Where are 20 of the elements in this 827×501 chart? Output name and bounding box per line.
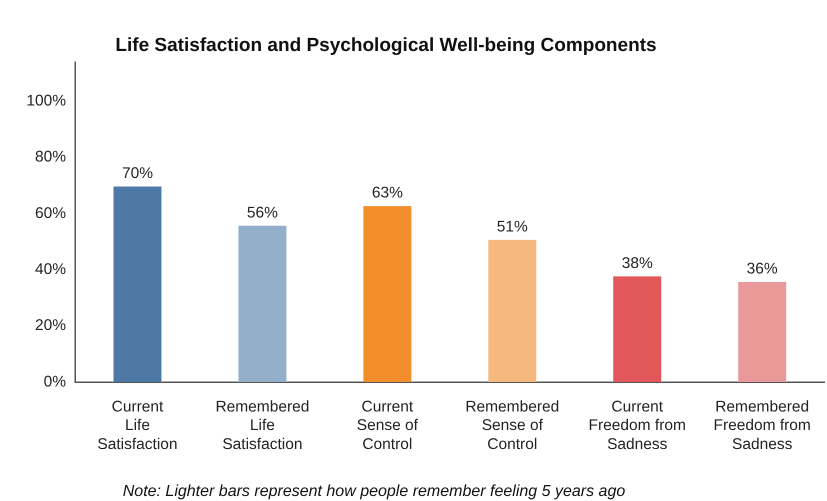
data-label: 70% [122, 165, 154, 182]
data-label: 38% [622, 254, 653, 272]
y-tick-label: 80% [34, 148, 66, 166]
x-tick-label: Current Life Satisfaction [97, 398, 178, 453]
y-tick-label: 20% [34, 317, 66, 334]
data-label: 36% [746, 260, 778, 278]
y-tick-label: 40% [34, 261, 66, 278]
x-tick-label: Remembered Sense of Control [465, 398, 560, 453]
y-tick-label: 0% [44, 373, 66, 390]
y-tick-label: 100% [26, 92, 66, 110]
x-tick-label: Current Freedom from Sadness [588, 398, 686, 453]
x-tick-label: Remembered Life Satisfaction [215, 398, 310, 453]
text: Note: Lighter bars represent how people remember feeling 5 years ago [122, 482, 626, 501]
chart-title: Life Satisfaction and Psychological Well-being Components [114, 35, 658, 57]
data-label: 56% [246, 204, 278, 222]
x-tick-label: Remembered Freedom from Sadness [713, 398, 811, 453]
data-label: 51% [496, 218, 528, 236]
data-label: 63% [372, 184, 404, 202]
x-tick-label: Current Sense of Control [356, 398, 419, 453]
y-tick-label: 60% [34, 204, 66, 222]
